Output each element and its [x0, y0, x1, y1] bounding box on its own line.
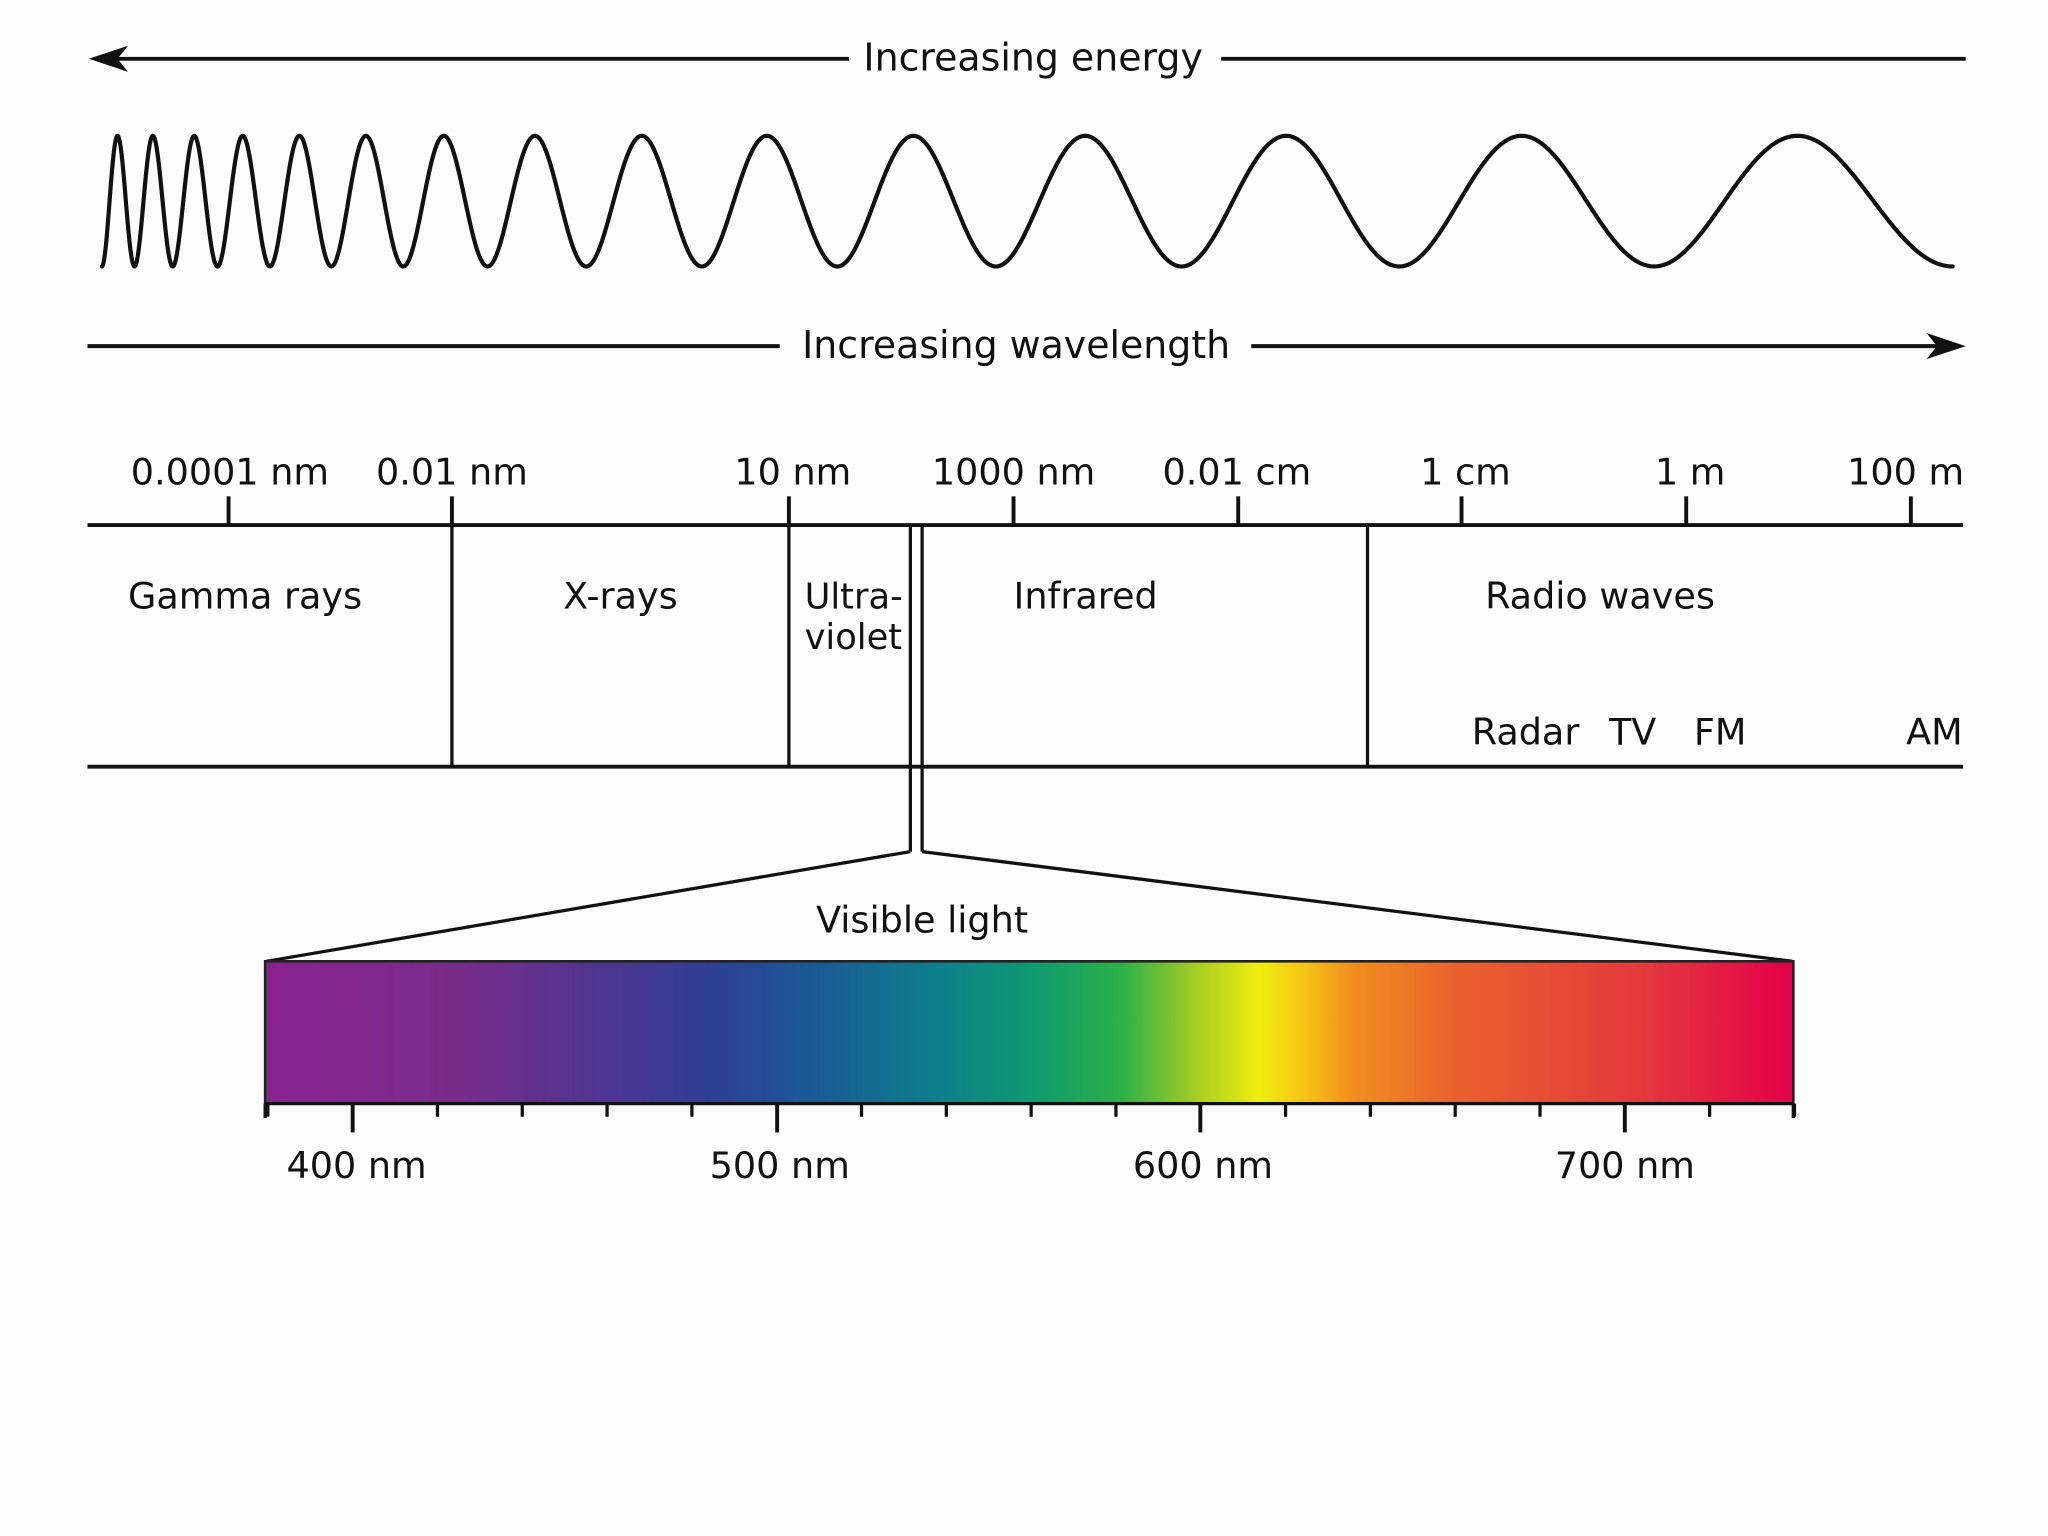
wavelength-scale: 0.0001 nm 0.01 nm 10 nm 1000 nm 0.01 cm … [131, 451, 1964, 526]
radio-sub-fm: FM [1694, 710, 1747, 753]
scale-label-1: 0.01 nm [376, 451, 528, 494]
energy-arrow: Increasing energy [88, 36, 1966, 80]
scale-label-5: 1 cm [1420, 451, 1511, 494]
visible-tick-label-500: 500 nm [710, 1144, 850, 1187]
radio-sub-radar: Radar [1472, 710, 1581, 753]
visible-axis: 400 nm 500 nm 600 nm 700 nm [263, 1102, 1797, 1187]
visible-minor-ticks [266, 1103, 1797, 1117]
scale-label-0: 0.0001 nm [131, 451, 329, 494]
visible-tick-label-600: 600 nm [1133, 1144, 1273, 1187]
spectrum-band-table: Gamma rays X-rays Ultra- violet Infrared… [87, 523, 1964, 852]
band-label-infrared: Infrared [1014, 575, 1158, 618]
visible-spectrum-bar [263, 959, 1795, 1105]
arrowhead-left-icon [88, 45, 128, 72]
band-label-radio: Radio waves [1485, 575, 1715, 618]
scale-label-6: 1 m [1655, 451, 1726, 494]
band-label-uv-line1: Ultra- [805, 577, 903, 618]
scale-label-2: 10 nm [734, 451, 851, 494]
scale-label-4: 0.01 cm [1163, 451, 1312, 494]
wave-curve [99, 133, 1955, 269]
radio-sub-am: AM [1906, 710, 1963, 753]
arrowhead-right-icon [1926, 333, 1966, 360]
visible-tick-label-700: 700 nm [1555, 1144, 1695, 1187]
visible-zoom-lines [266, 849, 1793, 963]
zoom-line-right [921, 849, 1793, 963]
scale-label-7: 100 m [1847, 451, 1964, 494]
wavelength-arrow-label: Increasing wavelength [802, 323, 1230, 367]
zoom-line-left [266, 849, 911, 963]
band-label-gamma: Gamma rays [128, 575, 362, 618]
energy-arrow-label: Increasing energy [863, 36, 1202, 80]
radio-sub-tv: TV [1608, 710, 1656, 753]
band-label-xray: X-rays [563, 575, 678, 618]
scale-label-3: 1000 nm [932, 451, 1095, 494]
band-label-uv-line2: violet [805, 617, 903, 658]
wavelength-arrow: Increasing wavelength [87, 323, 1966, 367]
visible-tick-label-400: 400 nm [286, 1144, 426, 1187]
visible-light-title: Visible light [816, 899, 1028, 942]
